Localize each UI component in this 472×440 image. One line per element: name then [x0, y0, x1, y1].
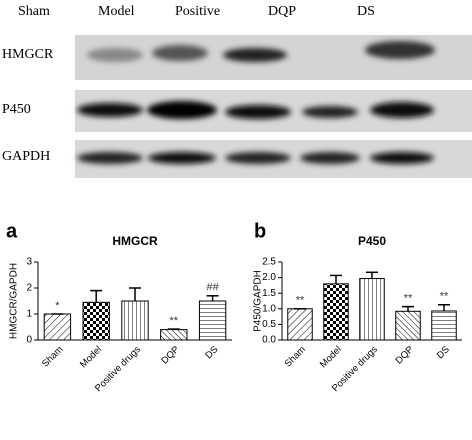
- chart-title: HMGCR: [112, 234, 158, 248]
- panel-label: a: [6, 220, 18, 242]
- x-tick-label: Sham: [283, 344, 308, 369]
- annotation: **: [440, 291, 449, 303]
- chart-title: P450: [358, 234, 386, 248]
- blot: Sham Model Positive DQP DS HMGCR P450 GA…: [2, 4, 472, 178]
- y-axis-label: P450/GAPDH: [253, 270, 264, 332]
- lane-label: Model: [98, 4, 135, 19]
- row-label: GAPDH: [2, 149, 50, 164]
- y-tick-label: 0: [26, 335, 32, 346]
- bar: [395, 310, 421, 341]
- x-tick-label: Sham: [40, 344, 65, 369]
- x-tick-label: Model: [318, 344, 344, 370]
- bar: [160, 329, 188, 341]
- bar: [43, 313, 72, 341]
- y-tick-label: 0.0: [262, 335, 276, 346]
- annotation: **: [296, 295, 305, 307]
- bar: [82, 301, 110, 341]
- x-tick-label: DQP: [159, 344, 181, 366]
- lane-label: Positive: [175, 4, 220, 19]
- lane-label: Sham: [18, 4, 50, 19]
- bar: [121, 300, 149, 341]
- panel-label: b: [254, 220, 266, 242]
- row-label: P450: [2, 102, 31, 117]
- annotation: *: [55, 300, 60, 312]
- x-tick-label: Model: [78, 344, 104, 370]
- y-tick-label: 1.0: [262, 303, 276, 314]
- lane-label: DS: [357, 4, 375, 19]
- y-tick-label: 3: [26, 257, 32, 268]
- bar: [359, 278, 385, 341]
- lane-label: DQP: [268, 4, 296, 19]
- annotation: **: [404, 293, 413, 305]
- annotation: ##: [206, 282, 219, 294]
- y-tick-label: 2.0: [262, 272, 276, 283]
- y-tick-label: 2.5: [262, 257, 276, 268]
- bar: [287, 308, 313, 341]
- annotation: **: [170, 315, 179, 327]
- y-tick-label: 2: [26, 283, 32, 294]
- bar: [198, 300, 227, 341]
- x-tick-label: DQP: [394, 344, 416, 366]
- y-tick-label: 1: [26, 309, 32, 320]
- bar: [323, 283, 349, 341]
- x-tick-label: DS: [203, 344, 220, 361]
- y-tick-label: 1.5: [262, 288, 276, 299]
- x-tick-label: DS: [435, 344, 452, 361]
- y-tick-label: 0.5: [262, 319, 276, 330]
- row-label: HMGCR: [2, 47, 54, 62]
- bar: [431, 310, 457, 341]
- y-axis-label: HMGCR/GAPDH: [9, 263, 20, 339]
- bands: [77, 41, 435, 164]
